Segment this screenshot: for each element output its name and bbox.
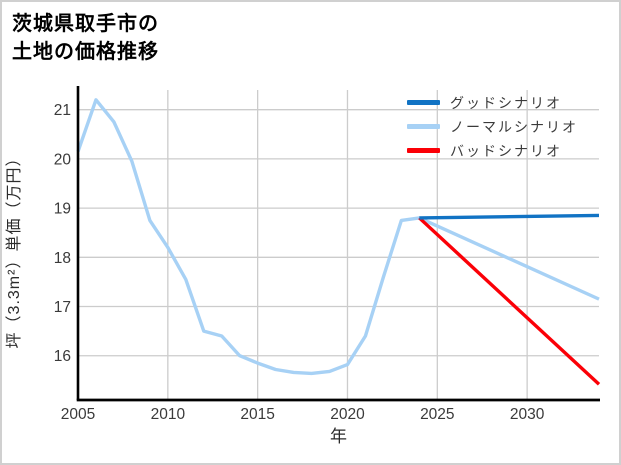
y-tick-label: 20 xyxy=(54,151,72,168)
x-axis-label: 年 xyxy=(330,427,347,446)
y-tick-label: 16 xyxy=(54,348,71,365)
y-tick-label: 21 xyxy=(54,102,71,119)
y-axis-label: 坪（3.3m²）単価（万円） xyxy=(6,149,23,349)
x-tick-label: 2010 xyxy=(151,406,186,423)
legend-item-good-scenario: グッドシナリオ xyxy=(407,94,578,111)
x-tick-label: 2025 xyxy=(420,406,454,423)
y-tick-label: 18 xyxy=(54,250,71,267)
x-tick-label: 2020 xyxy=(330,406,365,423)
legend: グッドシナリオ ノーマルシナリオ バッドシナリオ xyxy=(407,94,578,159)
legend-label: バッドシナリオ xyxy=(450,142,562,159)
chart-title: 茨城県取手市の 土地の価格推移 xyxy=(12,13,159,64)
y-tick-label: 19 xyxy=(54,201,71,218)
y-tick-label: 17 xyxy=(54,299,71,316)
x-tick-label: 2015 xyxy=(240,406,274,423)
legend-label: グッドシナリオ xyxy=(450,94,562,111)
legend-item-bad-scenario: バッドシナリオ xyxy=(407,142,578,159)
series-line-2 xyxy=(418,216,601,386)
x-tick-label: 2005 xyxy=(61,406,95,423)
legend-label: ノーマルシナリオ xyxy=(450,118,578,135)
good-scenario-line-swatch xyxy=(407,100,440,105)
series-line-1 xyxy=(76,98,600,376)
series-line-0 xyxy=(419,213,600,220)
x-tick-label: 2030 xyxy=(510,406,545,423)
normal-scenario-line-swatch xyxy=(407,124,440,129)
bad-scenario-line-swatch xyxy=(407,148,440,153)
legend-item-normal-scenario: ノーマルシナリオ xyxy=(407,118,578,135)
